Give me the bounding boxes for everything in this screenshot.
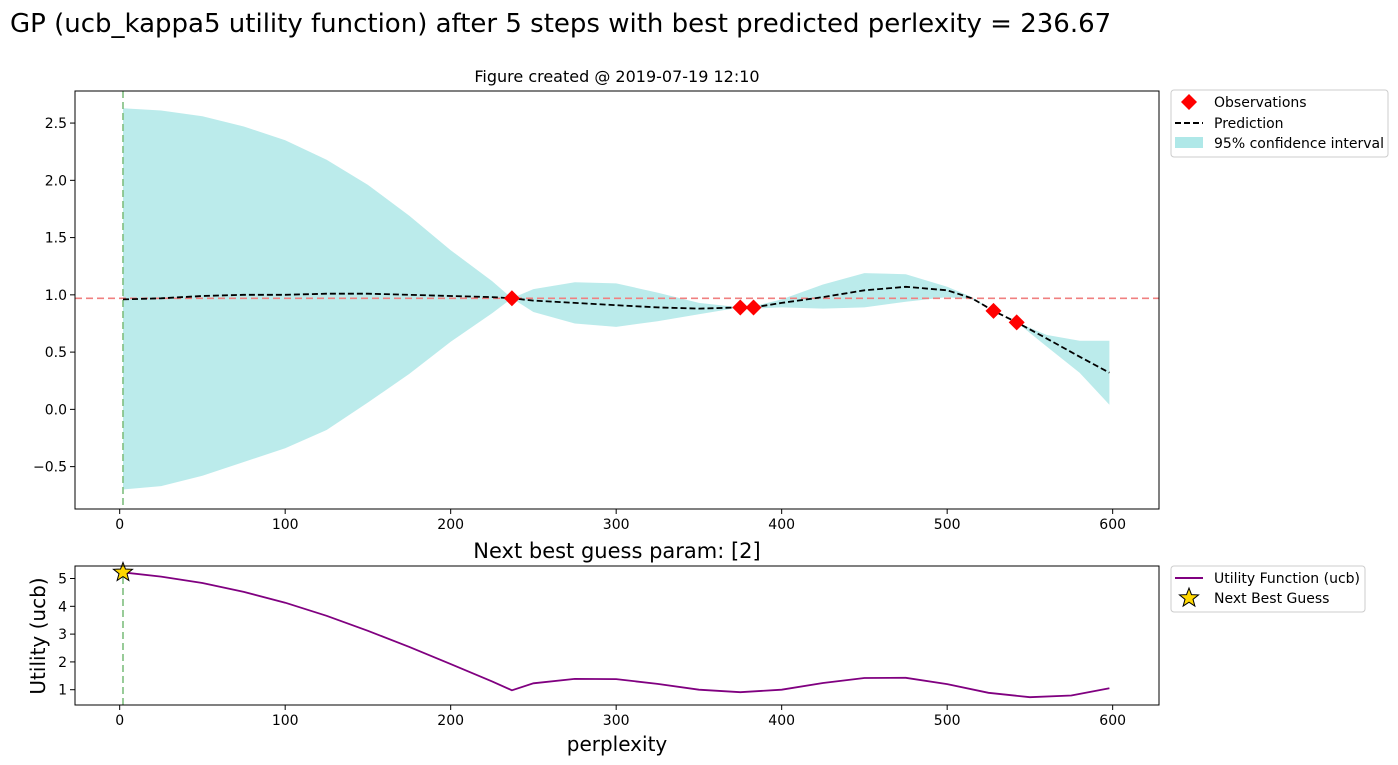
gp-xtick-label: 500 [934, 517, 961, 533]
confidence-patch-icon [1175, 137, 1203, 148]
utility-axes-title: Next best guess param: [2] [473, 539, 760, 563]
gp-xtick-label: 100 [272, 517, 299, 533]
utility-ytick-label: 2 [58, 655, 67, 671]
observation-point [732, 299, 749, 316]
gp-legend-box [1170, 89, 1389, 158]
observation-point [503, 290, 520, 307]
utility-ytick-label: 1 [58, 683, 67, 699]
utility-line [122, 571, 1110, 699]
gp-ytick-label: 1.0 [45, 288, 67, 304]
next-best-guess-star [112, 560, 134, 582]
figure-suptitle: GP (ucb_kappa5 utility function) after 5… [10, 9, 1111, 39]
legend-next-best-guess: Next Best Guess [1214, 591, 1329, 607]
observation-point [745, 299, 762, 316]
observation-point [985, 302, 1002, 319]
utility-ylabel: Utility (ucb) [26, 577, 50, 694]
utility-axes-frame [74, 565, 1160, 706]
gp-xtick-label: 400 [768, 517, 795, 533]
utility-xtick-label: 500 [934, 713, 961, 729]
gp-axes-title: Figure created @ 2019-07-19 12:10 [474, 67, 759, 86]
next-best-guess-star-icon [1178, 586, 1200, 608]
legend-prediction: Prediction [1214, 116, 1284, 132]
gp-prediction-axes: Figure created @ 2019-07-19 12:10 0 100 20… [33, 67, 1160, 533]
gp-ytick-label: 2.0 [45, 173, 67, 189]
utility-ytick-label: 5 [58, 572, 67, 588]
gp-xtick-label: 600 [1099, 517, 1126, 533]
utility-legend: Utility Function (ucb) Next Best Guess [1170, 565, 1366, 613]
gp-ytick-label: 0.5 [45, 345, 67, 361]
legend-observations: Observations [1214, 95, 1307, 111]
utility-xtick-label: 600 [1099, 713, 1126, 729]
gp-ytick-label: 0.0 [45, 402, 67, 418]
gp-ytick-label: 2.5 [45, 116, 67, 132]
gp-axes-frame [74, 90, 1160, 510]
utility-xtick-label: 300 [603, 713, 630, 729]
utility-ytick-label: 3 [58, 627, 67, 643]
prediction-line [122, 285, 1110, 374]
legend-utility-function: Utility Function (ucb) [1214, 571, 1360, 587]
gp-ticks: 0 100 200 300 400 500 600 −0.5 0.0 0.5 1.0 1.5 2.0 2.… [33, 116, 1126, 533]
gp-plot-area [75, 91, 1159, 509]
gp-xtick-label: 0 [115, 517, 124, 533]
utility-xtick-label: 100 [272, 713, 299, 729]
legend-confidence-interval: 95% confidence interval [1214, 136, 1384, 152]
gp-legend: Observations Prediction 95% confidence i… [1170, 89, 1389, 158]
gp-xtick-label: 300 [603, 517, 630, 533]
utility-ticks: 0 100 200 300 400 500 600 1 2 3 4 5 [58, 572, 1126, 729]
utility-axes: Next best guess param: [2] 0 100 200 300 400… [26, 539, 1160, 756]
utility-xtick-label: 0 [115, 713, 124, 729]
gp-ytick-label: 1.5 [45, 231, 67, 247]
utility-ytick-label: 4 [58, 599, 67, 615]
gp-ytick-label: −0.5 [33, 460, 67, 476]
utility-xtick-label: 200 [437, 713, 464, 729]
observation-marker-icon [1181, 94, 1197, 110]
utility-xlabel: perplexity [567, 732, 668, 756]
utility-legend-box [1170, 565, 1366, 613]
utility-plot-area [112, 560, 1110, 705]
utility-xtick-label: 400 [768, 713, 795, 729]
observation-point [1008, 314, 1025, 331]
gp-xtick-label: 200 [437, 517, 464, 533]
